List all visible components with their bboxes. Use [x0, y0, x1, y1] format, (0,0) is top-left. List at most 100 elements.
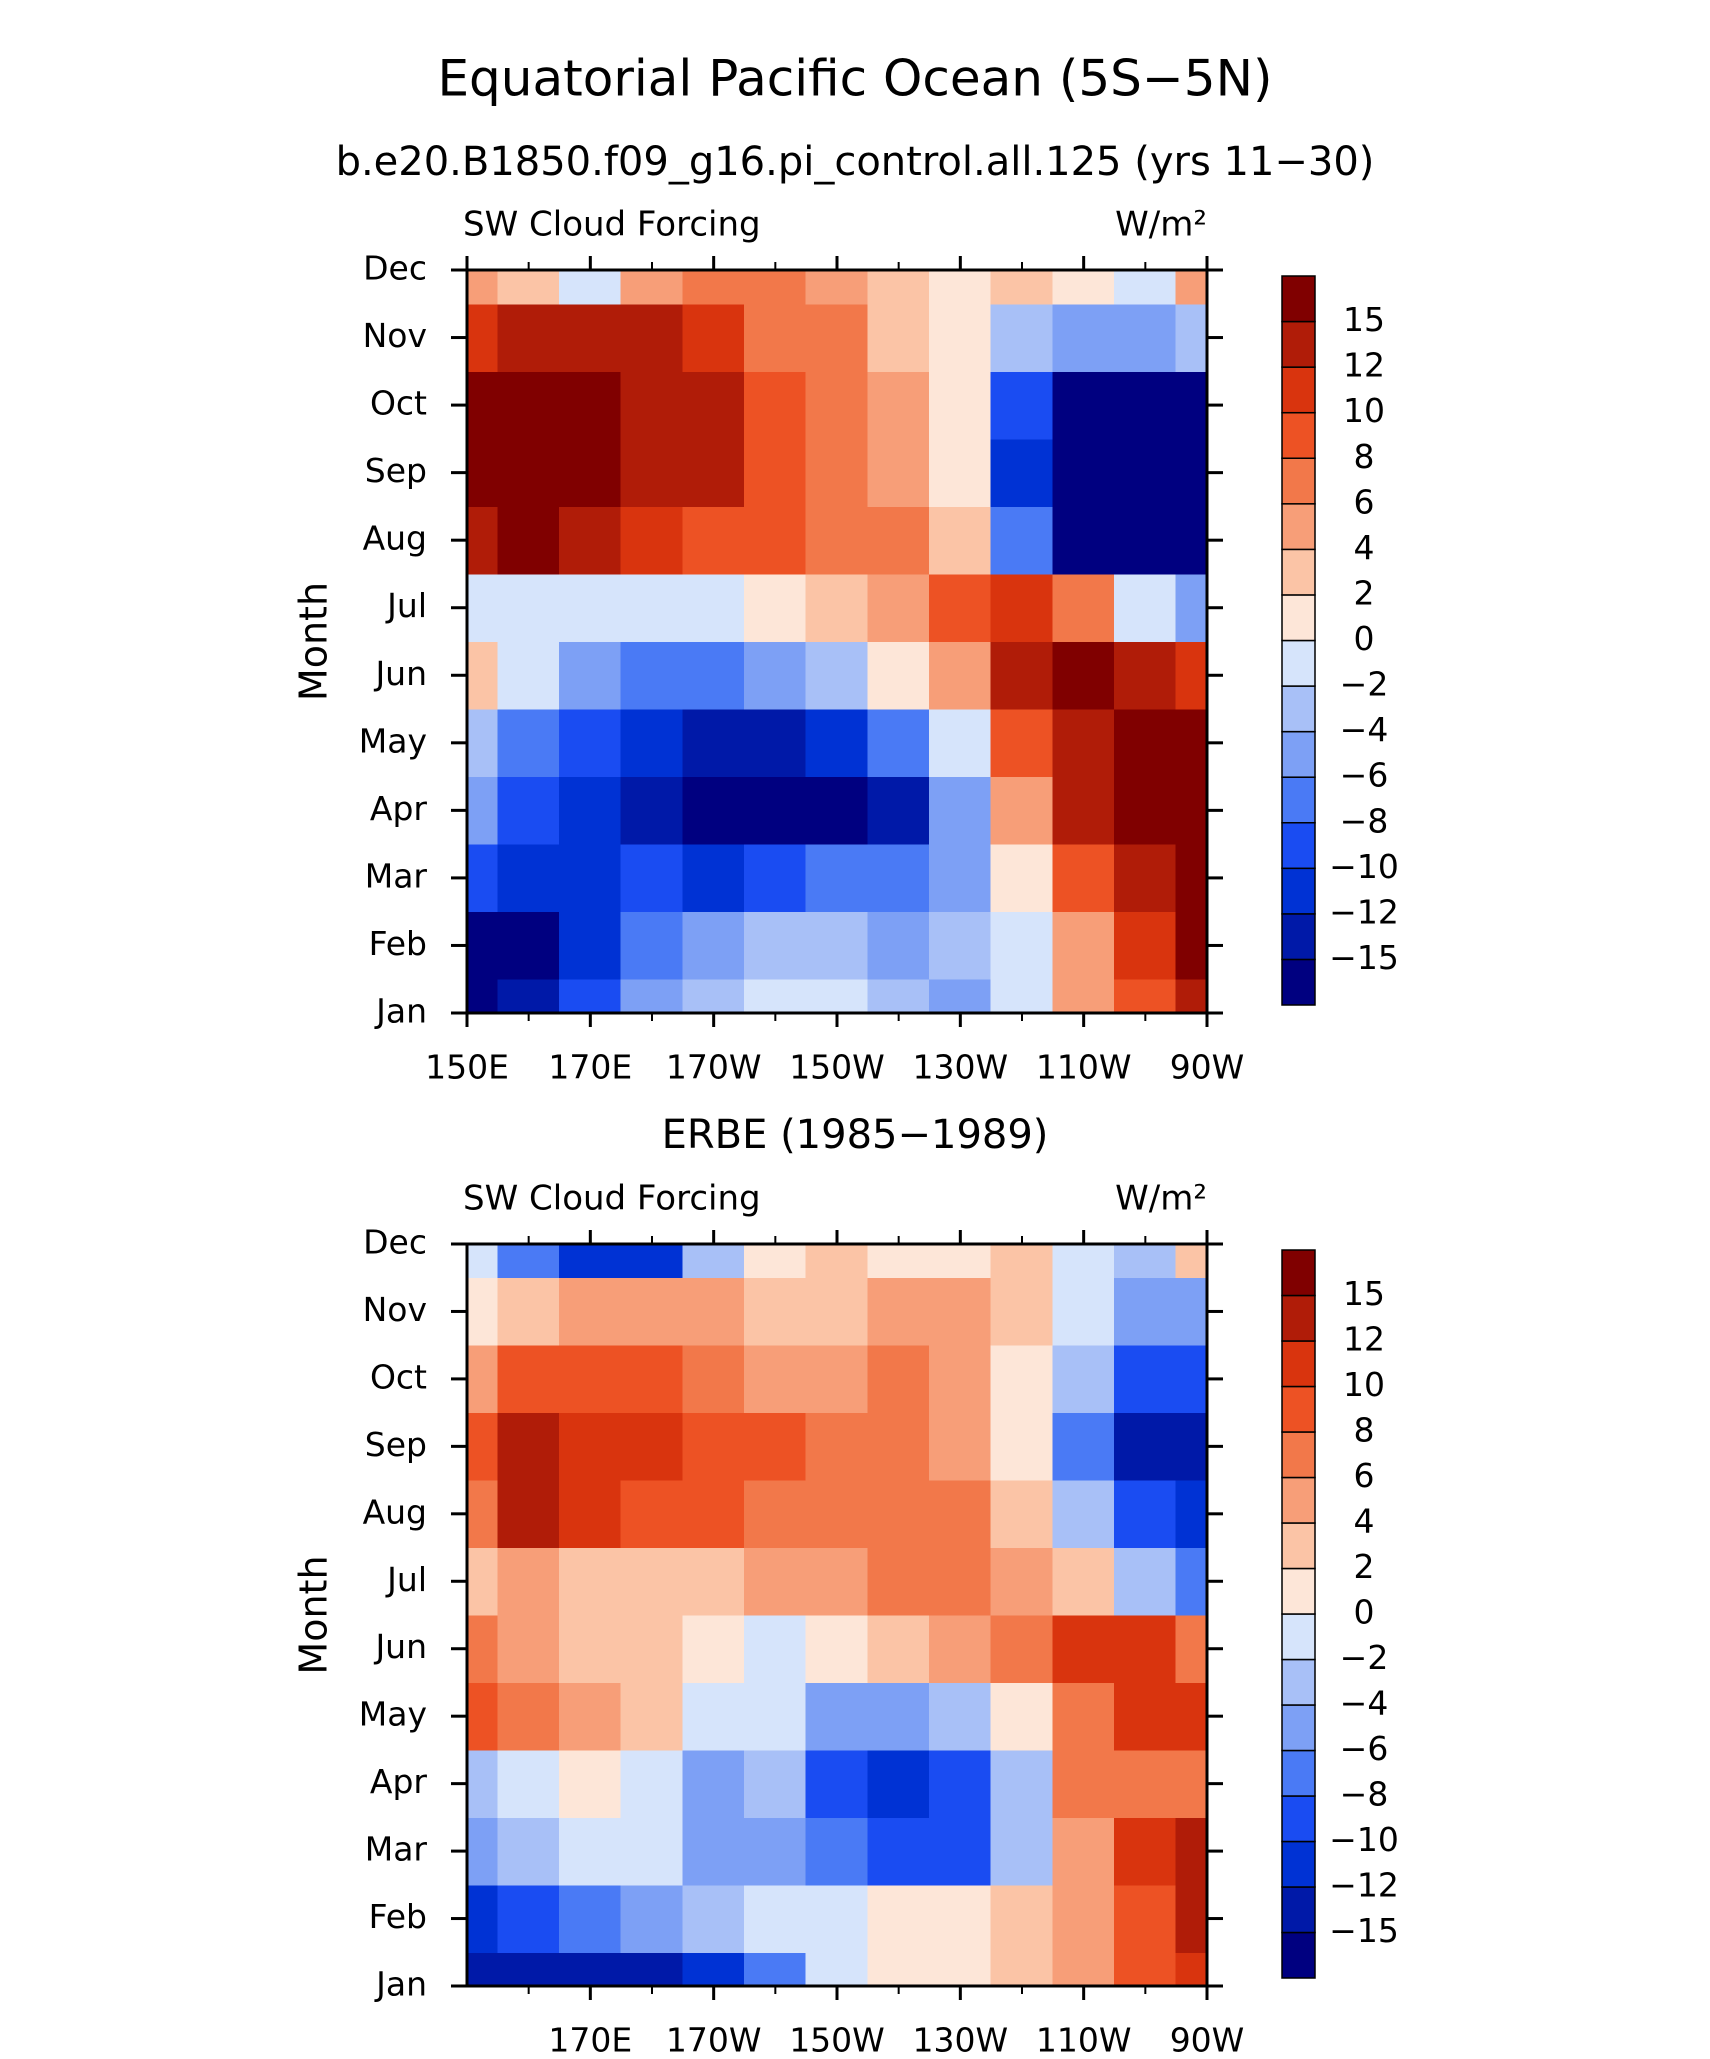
contour-cell	[867, 1547, 930, 1616]
contour-cell	[497, 708, 560, 778]
contour-cell	[1114, 708, 1177, 778]
y-tick-label: May	[359, 721, 427, 760]
contour-cell	[497, 911, 560, 980]
right-label: W/m²	[1115, 205, 1207, 245]
colorbar-label: −8	[1340, 801, 1389, 840]
colorbar-label: −2	[1340, 1638, 1389, 1677]
contour-cell	[990, 911, 1054, 980]
contour-cell	[805, 1681, 869, 1751]
contour-cell	[466, 1749, 499, 1818]
y-tick-label: Nov	[363, 1290, 427, 1329]
contour-cell	[682, 438, 745, 507]
contour-cell	[1114, 776, 1177, 845]
contour-cell	[559, 1344, 622, 1414]
contour-cell	[1114, 1479, 1177, 1549]
contour-cell	[744, 978, 807, 1014]
contour-cell	[805, 1614, 869, 1683]
contour-cell	[1114, 1277, 1177, 1346]
contour-cell	[559, 1749, 622, 1818]
contour-cell	[620, 1547, 684, 1616]
colorbar-box	[1281, 366, 1316, 414]
contour-cell	[682, 1816, 745, 1886]
contour-cell	[559, 303, 622, 372]
contour-cell	[1052, 370, 1115, 440]
contour-cell	[867, 269, 930, 305]
contour-cell	[990, 978, 1054, 1014]
contour-cell	[805, 438, 869, 507]
contour-cell	[620, 1614, 684, 1683]
contour-cell	[620, 1277, 684, 1346]
contour-cell	[744, 303, 807, 372]
contour-cell	[1175, 1884, 1208, 1953]
colorbar-box	[1281, 958, 1316, 1006]
contour-cell	[497, 1749, 560, 1818]
contour-cell	[990, 505, 1054, 575]
panel-title: ERBE (1985−1989)	[662, 1112, 1049, 1158]
colorbar-label: 10	[1343, 1365, 1385, 1404]
contour-cell	[1175, 505, 1208, 575]
contour-cell	[466, 1243, 499, 1279]
colorbar-label: 15	[1343, 1274, 1385, 1313]
contour-cell	[929, 1243, 992, 1279]
colorbar-box	[1281, 776, 1316, 824]
contour-cell	[466, 1277, 499, 1346]
contour-cell	[1114, 978, 1177, 1014]
contour-cell	[497, 641, 560, 710]
contour-cell	[990, 1884, 1054, 1953]
contour-cell	[682, 1681, 745, 1751]
colorbar-box	[1281, 411, 1316, 459]
contour-cell	[929, 1479, 992, 1549]
contour-cell	[929, 1884, 992, 1953]
contour-cell	[744, 1243, 807, 1279]
contour-cell	[620, 843, 684, 913]
contour-cell	[620, 1681, 684, 1751]
colorbar-box	[1281, 685, 1316, 733]
contour-cell	[867, 1681, 930, 1751]
contour-cell	[805, 978, 869, 1014]
y-axis-label: Month	[292, 1555, 336, 1674]
contour-cell	[929, 1614, 992, 1683]
contour-cell	[990, 1412, 1054, 1481]
contour-cell	[559, 911, 622, 980]
colorbar-label: 12	[1343, 346, 1385, 385]
colorbar-label: −15	[1329, 938, 1399, 977]
contour-cell	[744, 1412, 807, 1481]
contour-cell	[1052, 1344, 1115, 1414]
colorbar-label: −2	[1340, 665, 1389, 704]
contour-cell	[867, 1951, 930, 1987]
colorbar-box	[1281, 1613, 1316, 1661]
y-tick-label: Jul	[385, 1560, 427, 1599]
contour-cell	[466, 303, 499, 372]
contour-cell	[682, 641, 745, 710]
colorbar-box	[1281, 1476, 1316, 1524]
contour-cell	[990, 1749, 1054, 1818]
colorbar-box	[1281, 1886, 1316, 1934]
contour-cell	[929, 1547, 992, 1616]
contour-cell	[466, 1884, 499, 1953]
y-tick-label: Jan	[374, 1965, 427, 2004]
contour-cell	[497, 269, 560, 305]
contour-cell	[1114, 370, 1177, 440]
contour-cell	[497, 370, 560, 440]
contour-cell	[497, 1479, 560, 1549]
contour-cell	[805, 269, 869, 305]
contour-cell	[497, 1816, 560, 1886]
contour-cell	[682, 505, 745, 575]
contour-cell	[1052, 911, 1115, 980]
contour-cell	[1052, 438, 1115, 507]
contour-cell	[559, 1547, 622, 1616]
contour-cell	[620, 505, 684, 575]
contour-cell	[1175, 303, 1208, 372]
contour-cell	[497, 303, 560, 372]
y-tick-label: May	[359, 1695, 427, 1734]
contour-cell	[929, 776, 992, 845]
contour-cell	[466, 1681, 499, 1751]
x-tick-label: 110W	[1036, 2021, 1132, 2059]
contour-cell	[990, 1614, 1054, 1683]
contour-cell	[1052, 1681, 1115, 1751]
contour-cell	[620, 1951, 684, 1987]
contour-cell	[1052, 1412, 1115, 1481]
contour-cell	[466, 708, 499, 778]
contour-cell	[990, 370, 1054, 440]
